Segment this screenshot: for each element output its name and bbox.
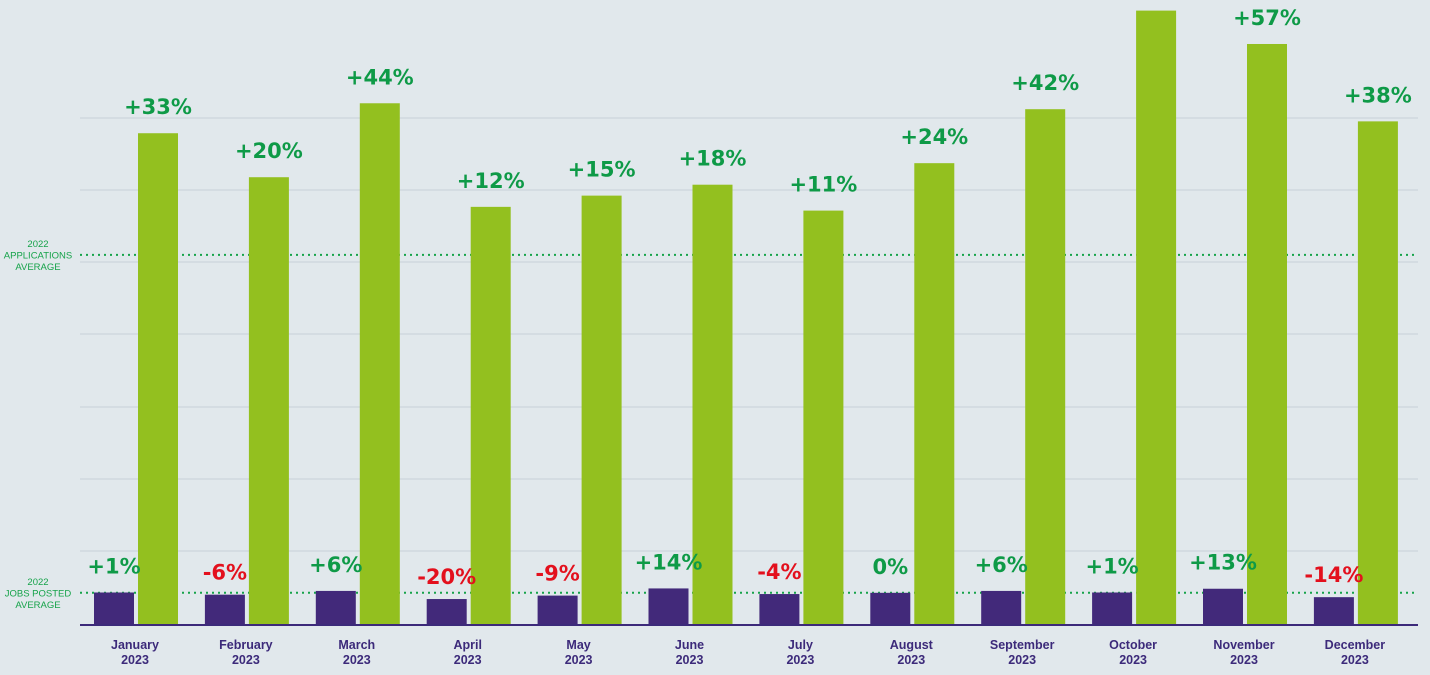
jobs-bar — [315, 590, 356, 624]
applications_avg-label: AVERAGE — [15, 262, 60, 273]
jobs-change-label: +1% — [87, 554, 140, 578]
applications-bar — [914, 163, 955, 624]
jobs-bar — [426, 599, 467, 624]
month-tick-label: July — [788, 638, 813, 652]
month-tick-label: 2023 — [1119, 653, 1147, 667]
applications-change-label: +18% — [679, 147, 747, 171]
month-tick-label: 2023 — [343, 653, 371, 667]
applications-bar — [470, 206, 511, 624]
applications-change-label: +33% — [124, 95, 192, 119]
applications-bar — [1136, 10, 1177, 625]
month-tick-label: 2023 — [121, 653, 149, 667]
applications-bar — [581, 195, 622, 624]
jobs-bar — [204, 594, 245, 624]
applications-change-label: +12% — [457, 169, 525, 193]
month-tick-label: 2023 — [1341, 653, 1369, 667]
month-tick-label: August — [890, 638, 934, 652]
month-tick-label: November — [1213, 638, 1274, 652]
jobs-bar — [1203, 588, 1243, 624]
month-tick-label: 2023 — [786, 653, 814, 667]
month-tick-label: April — [453, 638, 481, 652]
month-tick-label: 2023 — [1230, 653, 1258, 667]
month-tick-label: 2023 — [232, 653, 260, 667]
jobs_avg-label: AVERAGE — [15, 600, 60, 611]
applications-change-label: +38% — [1344, 83, 1412, 107]
jobs-change-label: -20% — [417, 565, 476, 589]
applications_avg-label: 2022 — [27, 239, 48, 250]
applications-bar — [692, 184, 733, 625]
jobs-change-label: +13% — [1189, 551, 1257, 575]
month-tick-label: 2023 — [897, 653, 925, 667]
jobs-change-label: +14% — [635, 550, 703, 574]
month-tick-label: June — [675, 638, 704, 652]
jobs-bar — [981, 590, 1022, 624]
applications-bar — [803, 210, 844, 624]
month-tick-label: September — [990, 638, 1055, 652]
applications-change-label: +42% — [1011, 71, 1079, 95]
applications_avg-label: APPLICATIONS — [4, 250, 72, 261]
month-tick-label: May — [566, 638, 590, 652]
month-tick-label: 2023 — [1008, 653, 1036, 667]
applications-bar — [1357, 121, 1398, 625]
jobs-bar — [870, 592, 911, 624]
jobs-change-label: -9% — [535, 562, 579, 586]
month-tick-label: 2023 — [565, 653, 593, 667]
jobs-bar — [1092, 592, 1133, 624]
jobs-bar — [537, 595, 578, 624]
applications-change-label: +44% — [346, 65, 414, 89]
applications-bar — [138, 133, 178, 624]
month-tick-label: December — [1325, 638, 1386, 652]
jobs-change-label: -4% — [757, 560, 801, 584]
jobs-change-label: -14% — [1304, 563, 1363, 587]
applications-change-label: +20% — [235, 139, 303, 163]
jobs_avg-label: 2022 — [27, 577, 48, 588]
jobs-bar — [648, 588, 689, 624]
jobs-change-label: +6% — [309, 553, 362, 577]
jobs-bar — [759, 594, 800, 624]
applications-bar — [1247, 43, 1287, 624]
month-tick-label: February — [219, 638, 273, 652]
month-tick-label: January — [111, 638, 159, 652]
month-tick-label: 2023 — [454, 653, 482, 667]
month-tick-label: 2023 — [676, 653, 704, 667]
month-tick-label: March — [338, 638, 375, 652]
jobs_avg-label: JOBS POSTED — [5, 588, 72, 599]
applications-bar — [1025, 109, 1066, 624]
applications-change-label: +24% — [900, 125, 968, 149]
month-tick-label: October — [1109, 638, 1157, 652]
jobs-bar — [94, 592, 134, 624]
jobs-change-label: 0% — [872, 555, 908, 579]
applications-change-label: +11% — [789, 173, 857, 197]
jobs-bar — [1313, 597, 1354, 624]
applications-change-label: +57% — [1233, 6, 1301, 30]
applications-change-label: +15% — [568, 158, 636, 182]
applications-bar — [248, 177, 289, 624]
jobs-change-label: -6% — [203, 561, 247, 585]
applications-bar — [359, 103, 400, 625]
jobs-change-label: +1% — [1085, 554, 1138, 578]
jobs-change-label: +6% — [975, 553, 1028, 577]
